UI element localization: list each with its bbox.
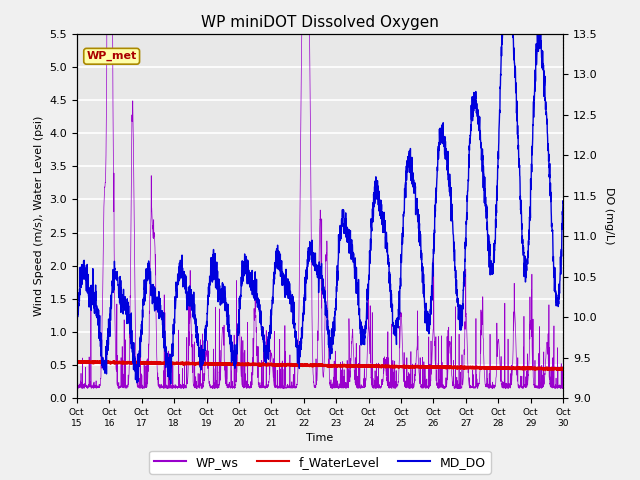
Y-axis label: DO (mg/L): DO (mg/L) (604, 187, 614, 245)
Title: WP miniDOT Dissolved Oxygen: WP miniDOT Dissolved Oxygen (201, 15, 439, 30)
Y-axis label: Wind Speed (m/s), Water Level (psi): Wind Speed (m/s), Water Level (psi) (34, 116, 44, 316)
Text: WP_met: WP_met (86, 51, 137, 61)
Legend: WP_ws, f_WaterLevel, MD_DO: WP_ws, f_WaterLevel, MD_DO (149, 451, 491, 474)
X-axis label: Time: Time (307, 433, 333, 443)
